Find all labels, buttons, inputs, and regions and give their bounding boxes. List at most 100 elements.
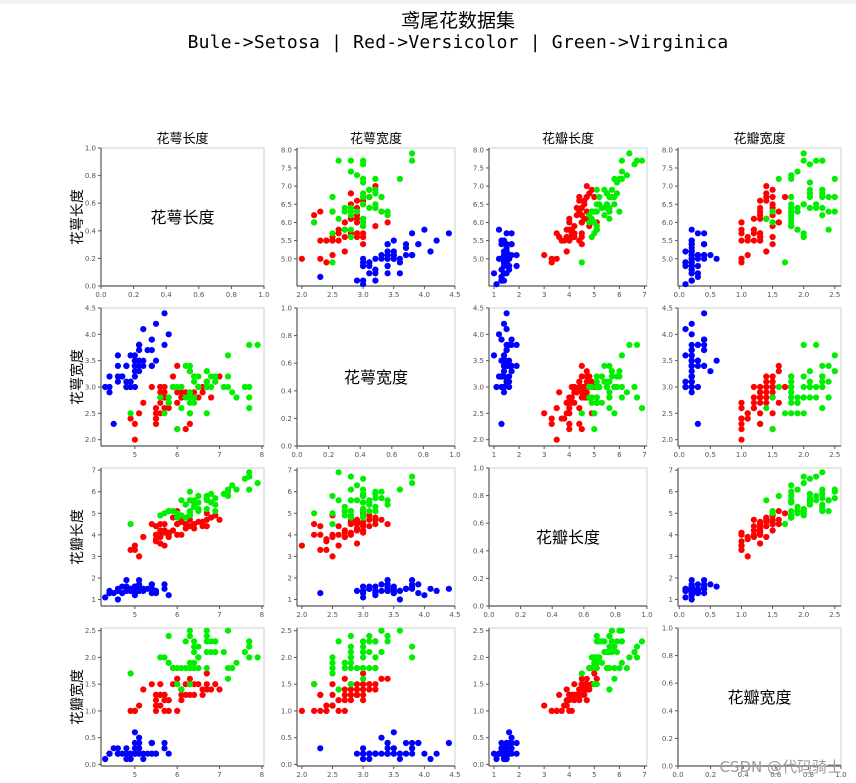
point-virginica [212,495,219,502]
point-virginica [311,510,318,517]
point-virginica [224,627,232,634]
point-versicolor [583,697,590,704]
point-virginica [638,157,646,164]
x-tick-label: 4.0 [419,611,430,619]
point-setosa [148,581,155,588]
point-setosa [396,587,403,595]
point-virginica [347,486,354,493]
point-setosa [317,745,324,752]
point-virginica [775,383,782,391]
point-virginica [224,492,232,500]
point-versicolor [317,691,324,699]
point-virginica [246,469,253,476]
point-setosa [713,357,720,364]
point-versicolor [738,420,745,427]
point-setosa [106,373,113,380]
point-virginica [347,168,354,175]
point-versicolor [372,521,379,528]
scatter-panel-r1-c2: 2.0 2.5 3.0 3.5 4.0 4.5 5.0 5.5 6.0 6.5 7.0 7.5 8.0 [281,146,461,299]
point-versicolor [775,399,782,406]
point-setosa [701,336,708,343]
point-virginica [788,175,795,182]
point-versicolor [161,542,168,549]
point-setosa [384,750,391,757]
x-tick-label: 1.0 [736,451,747,459]
point-versicolor [566,215,573,222]
point-setosa [317,273,324,280]
point-virginica [366,638,373,645]
point-setosa [131,729,138,736]
point-versicolor [360,241,367,248]
point-virginica [178,686,185,693]
point-virginica [794,394,801,401]
point-virginica [819,490,826,497]
y-tick-label: 5.5 [281,237,292,245]
point-versicolor [335,237,342,244]
point-versicolor [161,389,168,396]
point-virginica [335,686,342,693]
point-versicolor [335,531,342,538]
point-virginica [623,389,631,396]
point-versicolor [571,399,578,406]
point-setosa [694,587,702,595]
point-versicolor [323,538,330,545]
point-virginica [819,157,826,164]
point-versicolor [311,212,318,219]
point-setosa [688,362,695,369]
point-virginica [813,341,820,348]
point-virginica [384,501,391,508]
point-virginica [127,410,134,417]
point-virginica [384,212,391,219]
point-virginica [819,469,826,476]
point-setosa [384,577,391,584]
point-virginica [360,638,367,645]
scatter-panel-r2-c2: 花萼宽度 0.0 0.2 0.4 0.6 0.8 1.0 0.0 0.2 0.4 0.6 0.8 1.0 [281,305,461,460]
point-virginica [186,410,193,417]
point-virginica [165,659,172,666]
point-versicolor [757,197,764,204]
point-setosa [102,755,109,763]
point-versicolor [360,686,367,693]
point-virginica [606,389,613,396]
x-tick-label: 3.5 [388,291,399,299]
point-setosa [131,352,138,359]
point-versicolor [558,237,565,244]
point-virginica [378,208,385,215]
point-virginica [384,497,391,504]
point-virginica [611,175,618,182]
point-virginica [601,649,608,656]
point-virginica [347,157,354,164]
point-versicolor [152,538,160,545]
point-setosa [360,583,367,590]
point-virginica [220,649,227,656]
point-setosa [123,745,130,752]
point-versicolor [576,237,583,244]
point-virginica [618,168,626,175]
point-setosa [688,237,695,244]
point-versicolor [750,399,758,406]
y-tick-label: 1.0 [85,707,96,715]
point-virginica [596,654,603,661]
y-tick-label: 5.0 [662,255,673,263]
point-virginica [763,405,770,412]
y-tick-label: 6.5 [662,201,673,209]
point-virginica [769,208,776,215]
x-tick-label: 4.5 [449,291,460,299]
point-versicolor [165,405,172,412]
point-setosa [503,347,510,354]
x-tick-label: 4 [567,451,572,459]
point-versicolor [576,197,583,204]
point-setosa [409,252,416,259]
point-virginica [191,643,198,650]
point-virginica [788,383,795,391]
point-virginica [195,492,202,500]
point-virginica [800,201,807,208]
y-tick-label: 4.0 [85,331,96,339]
point-versicolor [566,405,573,412]
point-setosa [701,347,708,354]
x-tick-label: 2.5 [327,771,338,779]
point-setosa [390,590,397,597]
point-virginica [831,193,838,201]
x-tick-label: 4.0 [419,291,430,299]
point-setosa [119,373,126,380]
